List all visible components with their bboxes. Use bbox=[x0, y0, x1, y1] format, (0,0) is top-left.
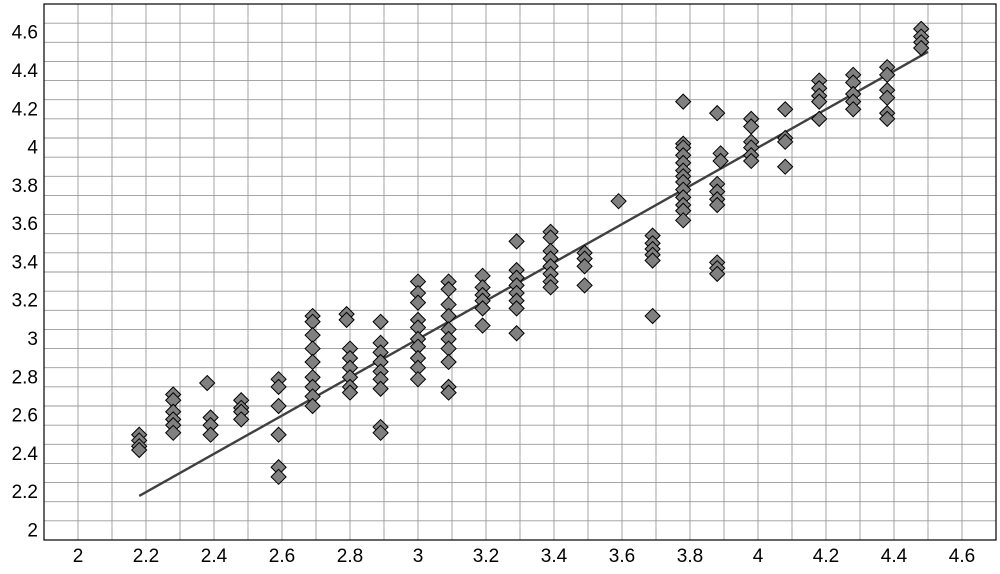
x-tick-label: 4.2 bbox=[813, 546, 839, 567]
x-tick-label: 2.6 bbox=[269, 546, 295, 567]
y-tick-label: 2.8 bbox=[12, 367, 38, 388]
x-tick-label: 2.2 bbox=[133, 546, 159, 567]
x-tick-label: 4 bbox=[753, 546, 764, 567]
y-tick-label: 3.2 bbox=[12, 291, 38, 312]
y-tick-label: 4.2 bbox=[12, 99, 38, 120]
x-tick-label: 3.4 bbox=[541, 546, 568, 567]
y-tick-label: 3.4 bbox=[12, 252, 39, 273]
y-tick-label: 2 bbox=[27, 520, 38, 541]
x-tick-label: 2.8 bbox=[337, 546, 363, 567]
x-tick-label: 3.6 bbox=[609, 546, 635, 567]
chart-svg: 2 2.2 2.4 2.6 2.8 3 3.2 3.4 3.6 3.8 4 4.2 4.4 4.6 2 2.2… bbox=[0, 0, 1000, 574]
x-tick-label: 3 bbox=[413, 546, 424, 567]
x-tick-label: 3.8 bbox=[677, 546, 703, 567]
y-tick-label: 2.4 bbox=[12, 444, 39, 465]
y-tick-label: 2.2 bbox=[12, 482, 38, 503]
x-tick-label: 3.2 bbox=[473, 546, 499, 567]
x-tick-label: 2 bbox=[73, 546, 84, 567]
y-tick-label: 4 bbox=[27, 138, 38, 159]
x-tick-label: 2.4 bbox=[201, 546, 228, 567]
scatter-chart: 2 2.2 2.4 2.6 2.8 3 3.2 3.4 3.6 3.8 4 4.2 4.4 4.6 2 2.2… bbox=[0, 0, 1000, 574]
x-tick-label: 4.4 bbox=[881, 546, 908, 567]
y-tick-label: 3.8 bbox=[12, 176, 38, 197]
y-tick-label: 3 bbox=[27, 329, 38, 350]
y-tick-label: 3.6 bbox=[12, 214, 38, 235]
y-tick-label: 4.6 bbox=[12, 23, 38, 44]
y-tick-label: 2.6 bbox=[12, 406, 38, 427]
y-tick-label: 4.4 bbox=[12, 61, 39, 82]
x-tick-label: 4.6 bbox=[949, 546, 975, 567]
